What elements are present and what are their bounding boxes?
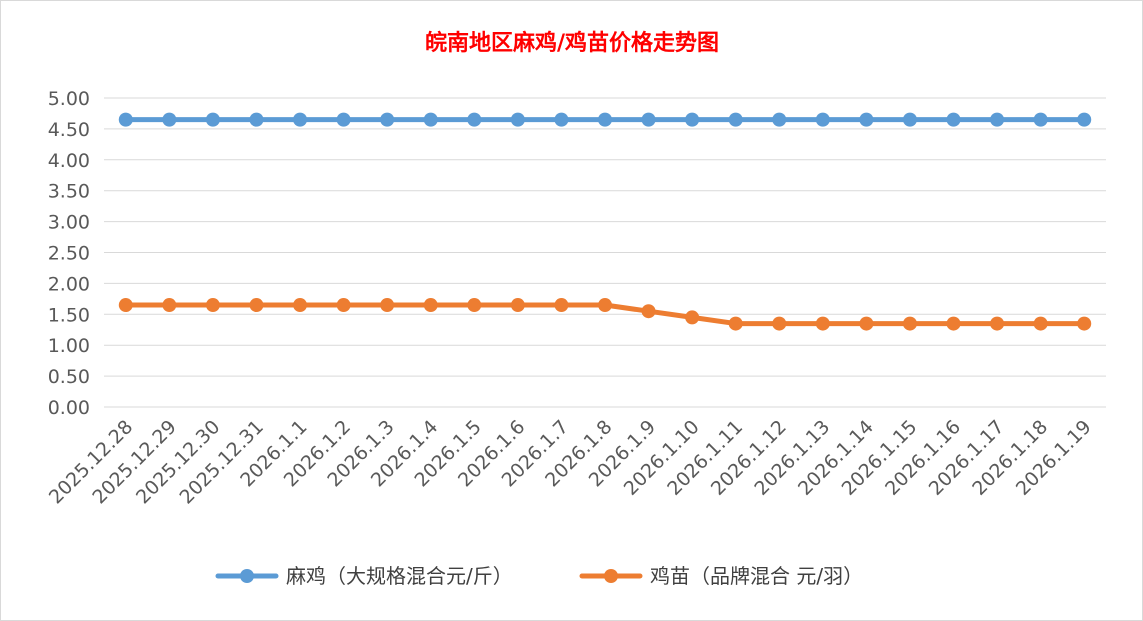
data-point — [728, 316, 743, 331]
data-point — [118, 112, 133, 127]
y-tick-label: 1.00 — [48, 335, 90, 357]
data-point — [336, 112, 351, 127]
data-point — [467, 112, 482, 127]
y-tick-label: 4.00 — [48, 150, 90, 172]
data-point — [598, 112, 612, 127]
legend-marker — [604, 569, 618, 583]
series-2 — [118, 298, 1092, 331]
data-point — [423, 298, 438, 313]
data-point — [423, 112, 438, 127]
y-axis-tick-labels: 0.00 0.50 1.00 1.50 2.00 2.50 3.00 3.50 4.00 4.50… — [48, 88, 90, 419]
data-point — [1077, 112, 1092, 127]
chart-title: 皖南地区麻鸡/鸡苗价格走势图 — [425, 30, 719, 56]
y-tick-label: 1.50 — [48, 304, 90, 326]
data-point — [946, 112, 961, 127]
data-point — [249, 298, 264, 313]
data-point — [205, 298, 220, 313]
data-point — [249, 112, 264, 127]
data-point — [859, 112, 874, 127]
y-tick-label: 2.50 — [48, 243, 90, 265]
legend-label: 麻鸡（大规格混合元/斤） — [286, 564, 513, 588]
y-tick-label: 4.50 — [48, 119, 90, 141]
data-point — [1033, 316, 1048, 331]
legend-item: 麻鸡（大规格混合元/斤） — [215, 564, 513, 588]
data-point — [205, 112, 220, 127]
data-point — [685, 310, 700, 325]
data-point — [467, 298, 482, 313]
data-point — [380, 298, 395, 313]
data-point — [554, 298, 569, 313]
data-point — [293, 298, 308, 313]
data-point — [554, 112, 569, 127]
data-point — [162, 112, 177, 127]
series-1 — [118, 112, 1092, 127]
data-point — [859, 316, 874, 331]
data-point — [728, 112, 743, 127]
y-tick-label: 0.50 — [48, 366, 90, 388]
data-point — [162, 298, 177, 313]
y-tick-label: 3.00 — [48, 212, 90, 234]
data-point — [293, 112, 308, 127]
legend-label: 鸡苗（品牌混合 元/羽） — [650, 564, 863, 588]
data-point — [902, 316, 917, 331]
data-point — [1077, 316, 1092, 331]
legend-item: 鸡苗（品牌混合 元/羽） — [579, 564, 863, 588]
data-point — [946, 316, 961, 331]
data-point — [380, 112, 395, 127]
data-point — [118, 298, 133, 313]
y-tick-label: 0.00 — [48, 397, 90, 419]
data-point — [1033, 112, 1048, 127]
data-point — [902, 112, 917, 127]
data-point — [685, 112, 700, 127]
data-point — [772, 316, 787, 331]
legend: 麻鸡（大规格混合元/斤） 鸡苗（品牌混合 元/羽） — [215, 564, 863, 588]
y-tick-label: 3.50 — [48, 181, 90, 203]
data-point — [772, 112, 787, 127]
y-tick-label: 2.00 — [48, 273, 90, 295]
data-point — [815, 316, 830, 331]
gridlines — [104, 97, 1106, 408]
data-point — [598, 298, 612, 313]
data-point — [336, 298, 351, 313]
series-lines — [118, 112, 1092, 331]
data-point — [510, 298, 525, 313]
data-point — [510, 112, 525, 127]
data-point — [641, 304, 656, 319]
legend-marker — [240, 569, 254, 583]
data-point — [815, 112, 830, 127]
data-point — [641, 112, 656, 127]
y-tick-label: 5.00 — [48, 88, 90, 110]
data-point — [990, 112, 1005, 127]
data-point — [990, 316, 1005, 331]
